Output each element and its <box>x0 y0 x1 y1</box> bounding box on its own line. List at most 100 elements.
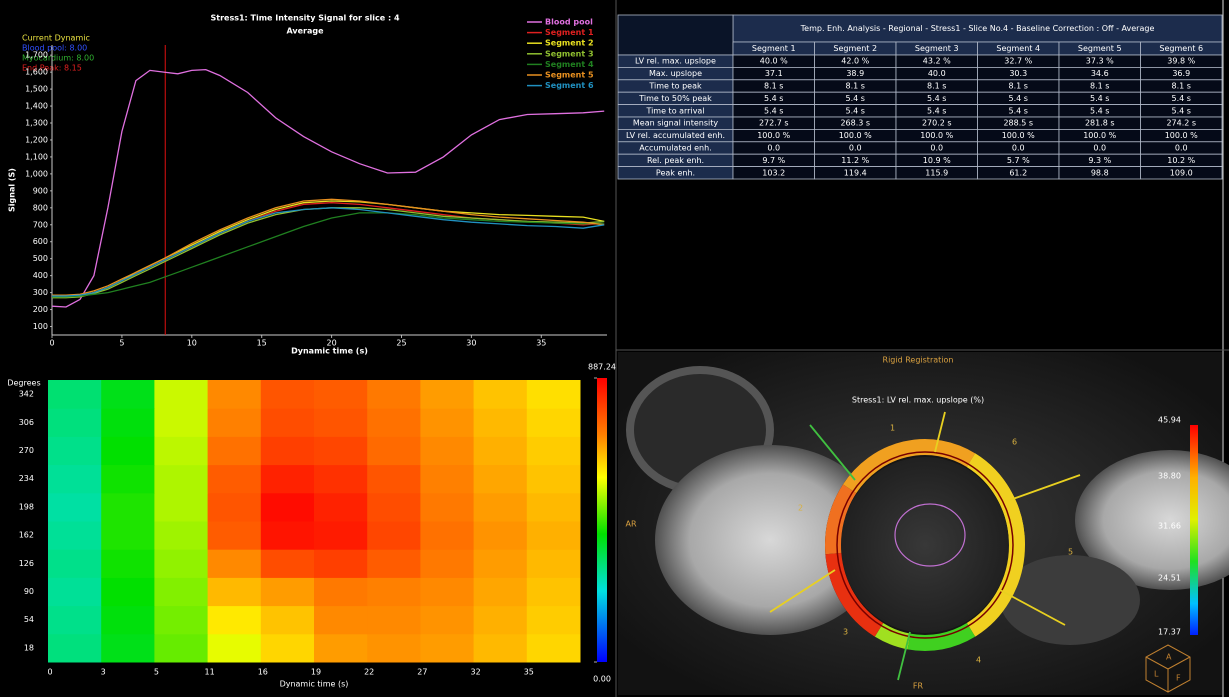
row-label: LV rel. max. upslope <box>635 57 716 66</box>
heat-cell <box>314 493 368 522</box>
table-cell-text: 103.2 <box>762 168 785 177</box>
heat-cell <box>367 493 421 522</box>
screen: Rigid Registration Stress1: LV rel. max.… <box>0 0 1229 697</box>
heat-cell <box>154 521 208 550</box>
series-line <box>52 201 604 297</box>
table-cell-text: 5.4 s <box>927 106 946 115</box>
table-cell-text: 39.8 % <box>1167 57 1195 66</box>
y-tick-label: 1,300 <box>25 119 48 128</box>
row-label: Time to arrival <box>645 106 704 115</box>
heat-cell <box>314 380 368 409</box>
y-axis-label: Signal (S) <box>8 168 17 212</box>
heat-cell <box>48 436 102 465</box>
table-cell-text: 5.4 s <box>1090 94 1109 103</box>
table-cell-text: 10.2 % <box>1167 156 1195 165</box>
heat-cell <box>314 436 368 465</box>
table-cell-text: 37.1 <box>765 69 783 78</box>
y-tick-label: 100 <box>33 322 48 331</box>
heat-cell <box>101 606 155 635</box>
table-title: Temp. Enh. Analysis - Regional - Stress1… <box>800 24 1155 33</box>
heat-cell <box>101 493 155 522</box>
table-cell-text: 5.4 s <box>764 106 783 115</box>
heat-cell <box>154 549 208 578</box>
y-tick-label: 54 <box>24 615 34 624</box>
results-table: Temp. Enh. Analysis - Regional - Stress1… <box>618 15 1222 179</box>
heat-cell <box>101 380 155 409</box>
heat-cell <box>527 493 581 522</box>
y-tick-label: 342 <box>19 390 34 399</box>
table-cell-text: 100.0 % <box>920 131 953 140</box>
heat-cell <box>367 577 421 606</box>
table-cell-text: 5.4 s <box>1172 106 1191 115</box>
segment-label: 4 <box>976 656 981 665</box>
series-line <box>52 208 604 298</box>
table-cell-text: 10.9 % <box>923 156 951 165</box>
heat-cell <box>314 465 368 494</box>
heat-cell <box>474 493 528 522</box>
heat-cell <box>154 577 208 606</box>
segment-label: 5 <box>1068 548 1073 557</box>
table-cell-text: 272.7 s <box>759 119 789 128</box>
colorbar-label: 31.66 <box>1158 522 1181 531</box>
heat-cell <box>261 634 315 663</box>
table-cell-text: 5.4 s <box>1009 94 1028 103</box>
y-tick-label: 600 <box>33 237 48 246</box>
heat-cell <box>420 436 474 465</box>
row-label: Max. upslope <box>649 69 702 78</box>
x-tick-label: 19 <box>311 668 321 677</box>
table-cell-text: 5.4 s <box>1090 106 1109 115</box>
table-cell-text: 8.1 s <box>927 82 946 91</box>
x-tick-label: 0 <box>49 339 54 348</box>
heat-cell <box>367 606 421 635</box>
y-tick-label: 400 <box>33 271 48 280</box>
row-label: Time to peak <box>648 82 702 91</box>
table-cell-text: 8.1 s <box>846 82 865 91</box>
table-cell-text: 268.3 s <box>840 119 870 128</box>
table-cell-text: 37.3 % <box>1086 57 1114 66</box>
table-cell-text: 98.8 <box>1091 168 1109 177</box>
y-tick-label: 300 <box>33 288 48 297</box>
column-header: Segment 5 <box>1078 44 1122 53</box>
heat-cell <box>314 634 368 663</box>
table-cell-text: 61.2 <box>1009 168 1027 177</box>
heat-cell <box>208 408 262 437</box>
side-label: AR <box>625 520 636 529</box>
heat-cell <box>527 606 581 635</box>
row-label: Mean signal intensity <box>633 119 718 128</box>
heat-cell <box>48 465 102 494</box>
segment-label: 2 <box>798 504 803 513</box>
heat-cell <box>420 606 474 635</box>
table-cell-text: 43.2 % <box>923 57 951 66</box>
legend-label: Blood pool <box>545 18 593 27</box>
heat-cell <box>367 436 421 465</box>
x-tick-label: 30 <box>466 339 476 348</box>
heat-cell <box>101 436 155 465</box>
table-cell-text: 100.0 % <box>1083 131 1116 140</box>
series-line <box>52 70 604 307</box>
table-cell-text: 5.4 s <box>846 106 865 115</box>
y-axis-label: Degrees <box>7 379 40 388</box>
table-cell-text: 8.1 s <box>1009 82 1028 91</box>
heat-cell <box>527 634 581 663</box>
x-tick-label: 25 <box>396 339 406 348</box>
heat-cell <box>101 577 155 606</box>
y-tick-label: 90 <box>24 587 34 596</box>
heat-cell <box>208 521 262 550</box>
heat-cell <box>314 408 368 437</box>
heat-cell <box>48 634 102 663</box>
y-tick-label: 270 <box>19 446 34 455</box>
table-cell-text: 281.8 s <box>1085 119 1115 128</box>
heat-cell <box>154 436 208 465</box>
column-header: Segment 1 <box>752 44 796 53</box>
x-tick-label: 32 <box>471 668 481 677</box>
heat-cell <box>261 549 315 578</box>
x-tick-label: 5 <box>154 668 159 677</box>
heat-cell <box>154 606 208 635</box>
table-cell-text: 9.3 % <box>1088 156 1111 165</box>
table-cell-text: 100.0 % <box>1002 131 1035 140</box>
y-tick-label: 1,500 <box>25 85 48 94</box>
table-cell-text: 38.9 <box>846 69 864 78</box>
row-label: Accumulated enh. <box>639 144 711 153</box>
x-axis-label: Dynamic time (s) <box>280 680 349 689</box>
y-tick-label: 200 <box>33 305 48 314</box>
